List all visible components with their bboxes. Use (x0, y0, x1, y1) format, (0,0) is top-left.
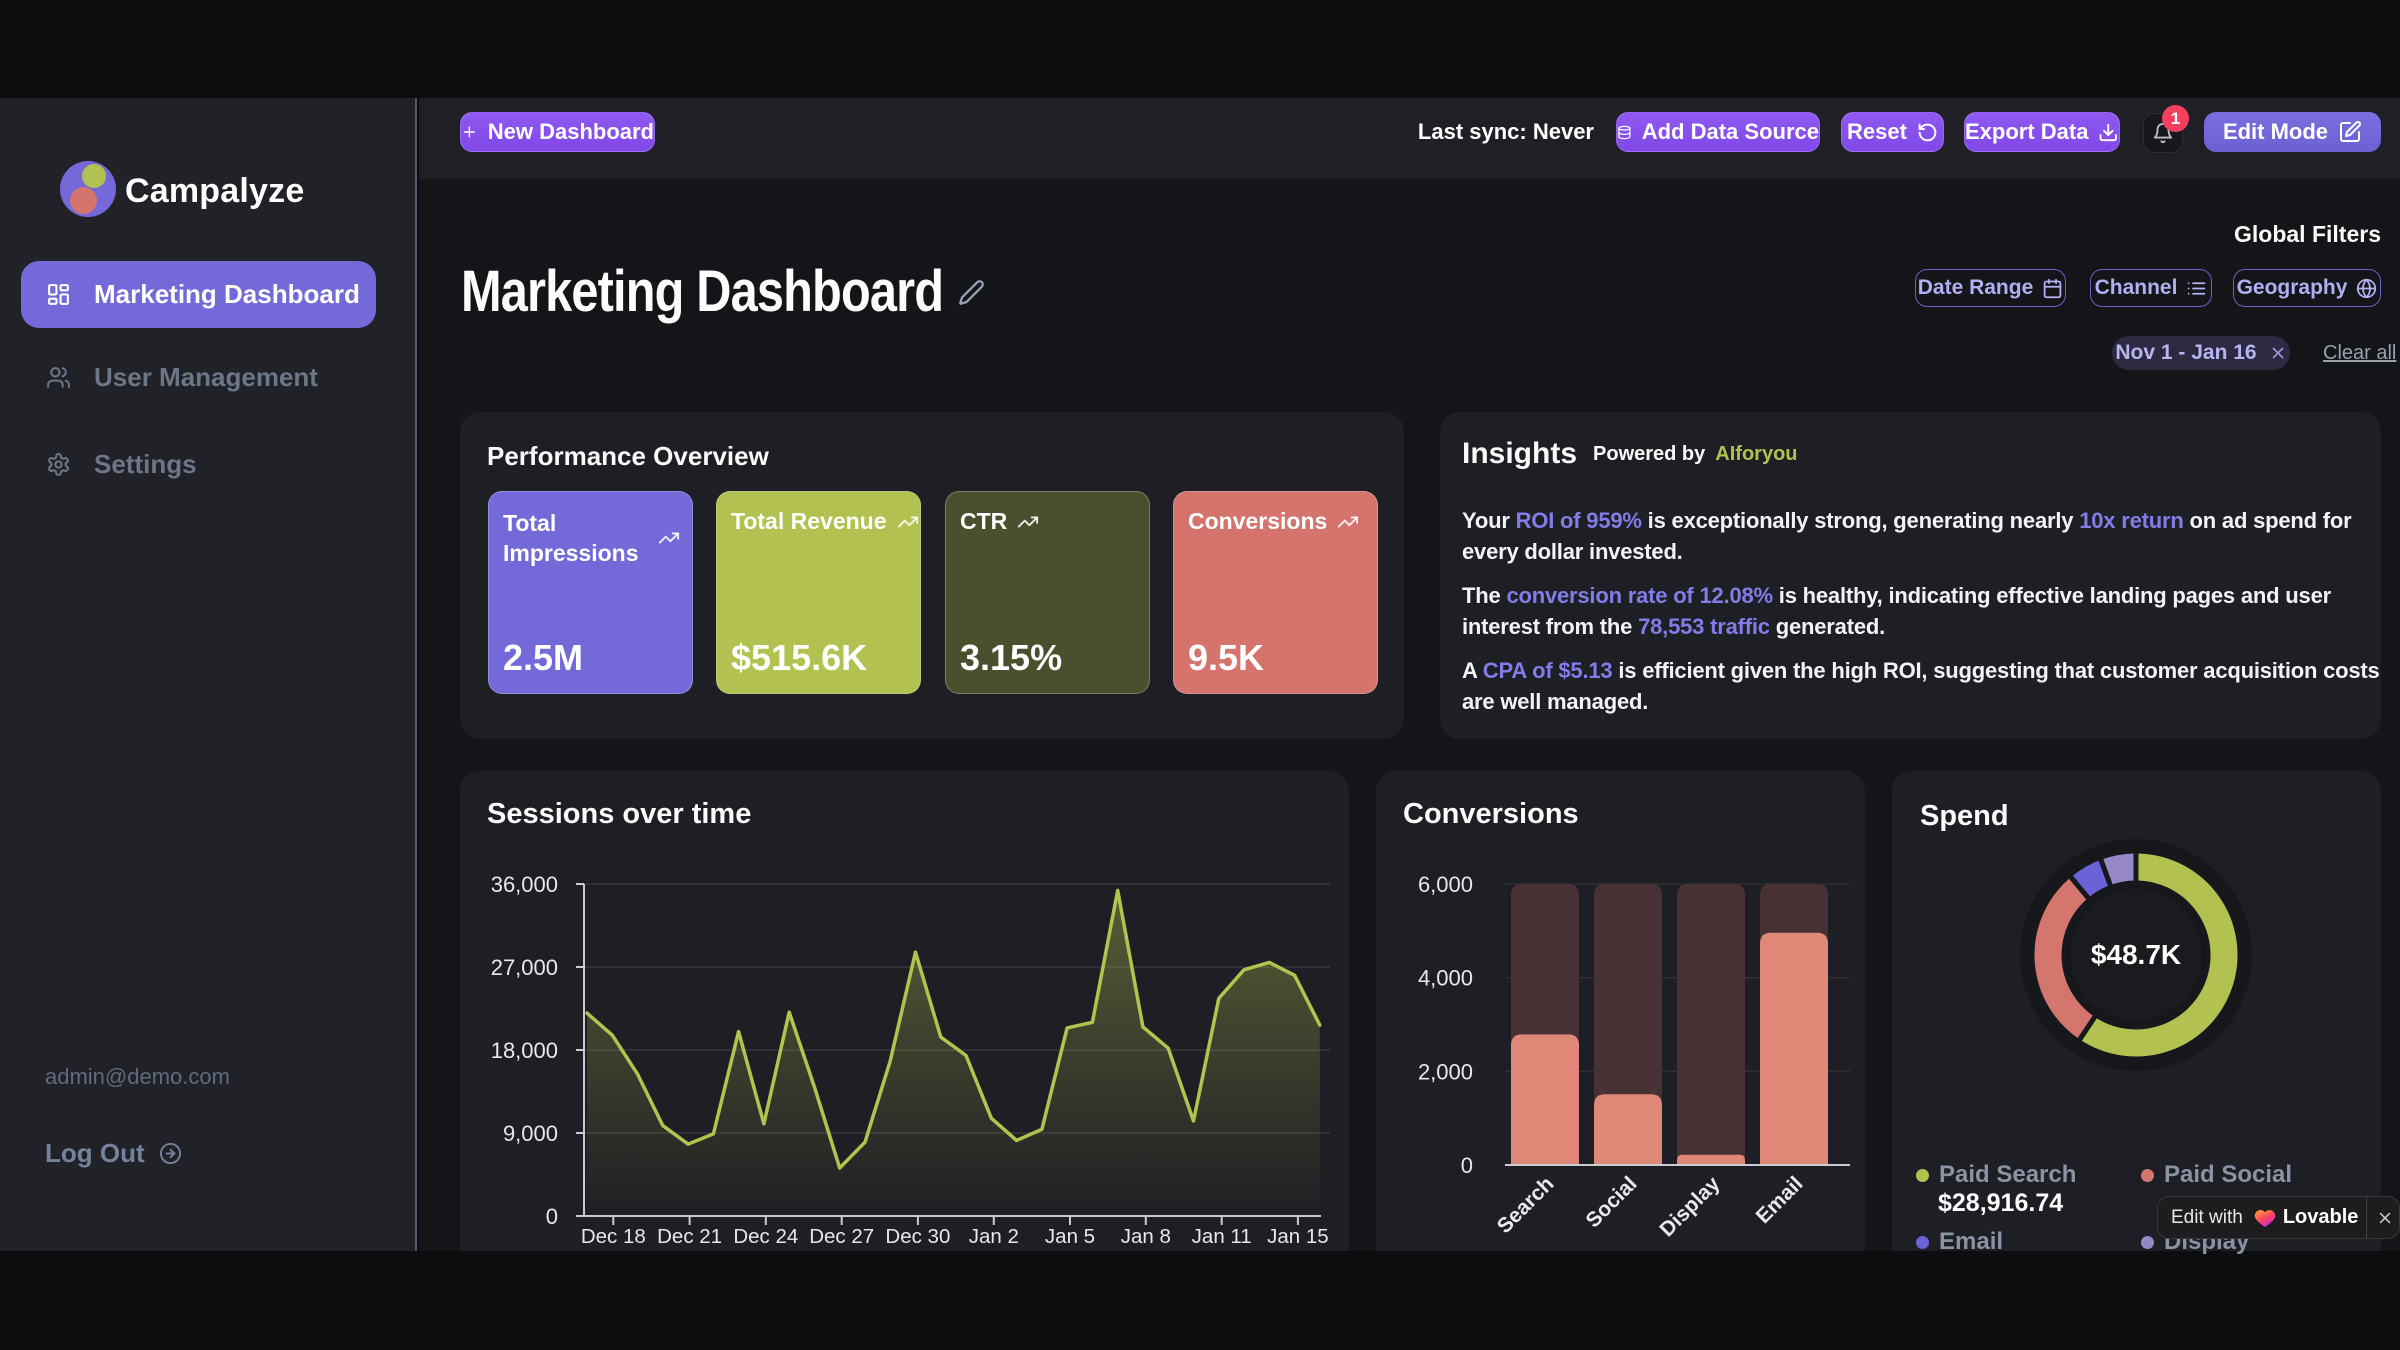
svg-text:2,000: 2,000 (1418, 1059, 1473, 1084)
svg-text:Jan 5: Jan 5 (1045, 1225, 1095, 1248)
svg-text:Jan 15: Jan 15 (1267, 1225, 1329, 1248)
svg-text:Dec 24: Dec 24 (733, 1225, 798, 1248)
svg-text:Dec 21: Dec 21 (657, 1225, 722, 1248)
svg-text:9,000: 9,000 (503, 1121, 558, 1146)
svg-text:Display: Display (1655, 1172, 1724, 1241)
svg-text:$48.7K: $48.7K (2091, 939, 2181, 970)
svg-text:0: 0 (1461, 1153, 1473, 1178)
svg-text:Social: Social (1582, 1172, 1642, 1232)
svg-text:Dec 27: Dec 27 (809, 1225, 874, 1248)
svg-text:18,000: 18,000 (491, 1038, 558, 1063)
svg-text:0: 0 (546, 1204, 558, 1229)
svg-text:Jan 8: Jan 8 (1121, 1225, 1171, 1248)
svg-text:Dec 30: Dec 30 (885, 1225, 950, 1248)
svg-text:Dec 18: Dec 18 (581, 1225, 646, 1248)
svg-text:Jan 2: Jan 2 (969, 1225, 1019, 1248)
svg-text:36,000: 36,000 (491, 872, 558, 897)
svg-text:Search: Search (1493, 1172, 1559, 1238)
svg-text:Email: Email (1752, 1172, 1808, 1228)
svg-text:Jan 11: Jan 11 (1192, 1225, 1252, 1248)
svg-text:4,000: 4,000 (1418, 966, 1473, 991)
svg-text:27,000: 27,000 (491, 955, 558, 980)
svg-text:6,000: 6,000 (1418, 872, 1473, 897)
